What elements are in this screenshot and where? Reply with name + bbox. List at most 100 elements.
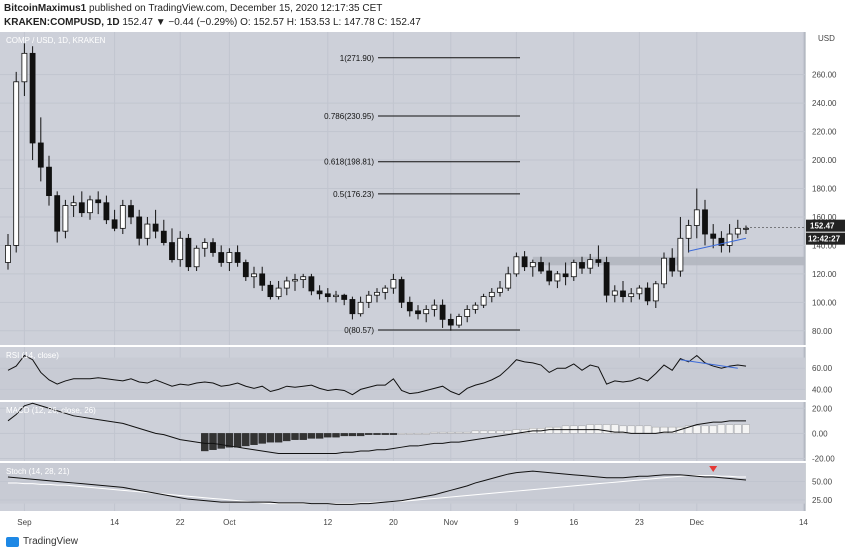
macd-histogram-bar xyxy=(406,433,414,435)
macd-histogram-bar xyxy=(455,431,463,434)
candle xyxy=(611,290,618,296)
author-name[interactable]: BitcoinMaximus1 xyxy=(4,3,87,14)
macd-histogram-bar xyxy=(299,433,307,440)
macd-tick-label: 20.00 xyxy=(812,404,833,413)
macd-histogram-bar xyxy=(701,425,709,434)
macd-histogram-bar xyxy=(684,425,693,434)
macd-histogram-bar xyxy=(381,433,389,435)
macd-histogram-bar xyxy=(201,433,209,452)
symbol-line: KRAKEN:COMPUSD, 1D 152.47 ▼ −0.44 (−0.29… xyxy=(4,17,421,28)
candle xyxy=(488,291,495,298)
macd-histogram-bar xyxy=(233,433,242,448)
time-tick-label: Oct xyxy=(223,518,236,527)
candle xyxy=(669,257,676,272)
macd-histogram-bar xyxy=(266,433,275,443)
candle xyxy=(193,247,200,268)
macd-histogram-bar xyxy=(389,433,398,435)
macd-histogram-bar xyxy=(348,433,357,437)
tradingview-logo-icon xyxy=(6,536,19,547)
price-tick-label: 100.00 xyxy=(812,298,837,307)
candle xyxy=(661,257,667,285)
candle xyxy=(595,259,602,263)
candle xyxy=(513,256,520,275)
candle xyxy=(333,294,339,298)
candle xyxy=(546,270,553,282)
candle xyxy=(300,276,307,280)
macd-histogram-bar xyxy=(496,430,504,434)
symbol-name[interactable]: KRAKEN:COMPUSD, 1D xyxy=(4,17,120,28)
candle xyxy=(456,316,462,326)
macd-histogram-bar xyxy=(717,424,726,434)
macd-histogram-bar xyxy=(365,433,373,435)
rsi-line xyxy=(7,354,747,396)
candle xyxy=(251,273,257,278)
fib-level-label: 1(271.90) xyxy=(340,54,375,63)
stoch-band xyxy=(0,463,805,504)
macd-histogram-bar xyxy=(463,431,471,434)
candle xyxy=(316,290,323,295)
macd-histogram-bar xyxy=(315,433,324,439)
price-tick-label: 200.00 xyxy=(812,156,837,165)
candle xyxy=(46,166,52,197)
candle xyxy=(242,262,249,278)
time-tick-label: Sep xyxy=(17,518,32,527)
candle xyxy=(103,202,110,221)
time-tick-label: 23 xyxy=(635,518,644,527)
candle xyxy=(62,205,69,232)
macd-histogram-bar xyxy=(250,433,258,445)
y-axis-label: USD xyxy=(818,34,835,43)
candle xyxy=(341,294,348,300)
trend-line xyxy=(688,237,747,252)
candle xyxy=(447,318,454,326)
candle xyxy=(743,227,749,230)
candle xyxy=(54,195,61,232)
candle xyxy=(324,293,331,298)
macd-histogram-bar xyxy=(324,433,332,438)
candle xyxy=(357,301,364,315)
candle xyxy=(275,287,282,298)
macd-histogram-bar xyxy=(471,430,480,434)
time-tick-label: Dec xyxy=(690,518,704,527)
macd-histogram-bar xyxy=(553,426,562,434)
chart-canvas[interactable]: COMP / USD, 1D, KRAKEN 1(271.90) 0.786(230… xyxy=(0,32,850,532)
macd-histogram-bar xyxy=(217,433,225,449)
publish-info: published on TradingView.com, December 1… xyxy=(89,3,383,14)
candle xyxy=(415,310,421,315)
stoch-d-line xyxy=(8,475,746,505)
macd-histogram-bar xyxy=(619,425,627,434)
price-axis-bg-1 xyxy=(805,347,850,400)
last-price-label: 152.47 xyxy=(810,222,835,231)
macd-histogram-bar xyxy=(734,424,742,434)
rsi-trend-line xyxy=(680,359,738,369)
macd-histogram-bar xyxy=(652,426,660,434)
tradingview-logo[interactable]: TradingView xyxy=(6,536,78,547)
candle xyxy=(201,242,208,249)
macd-histogram-bar xyxy=(291,433,299,440)
candle xyxy=(554,273,561,282)
time-tick-label: 22 xyxy=(176,518,185,527)
candle xyxy=(152,223,159,232)
price-tick-label: 80.00 xyxy=(812,327,833,336)
candle xyxy=(579,262,585,269)
chart-header: BitcoinMaximus1 published on TradingView… xyxy=(0,0,850,32)
candle xyxy=(529,262,536,268)
candle xyxy=(226,252,233,263)
price-tick-label: 140.00 xyxy=(812,241,837,250)
candle xyxy=(169,242,175,261)
candle xyxy=(398,279,405,303)
candle xyxy=(652,283,659,302)
price-tick-label: 220.00 xyxy=(812,128,837,137)
macd-histogram-bar xyxy=(209,433,217,450)
macd-histogram-bar xyxy=(725,424,734,434)
macd-histogram-bar xyxy=(643,425,652,434)
countdown-label: 12:42:27 xyxy=(808,235,841,244)
candle xyxy=(144,223,151,239)
candle xyxy=(620,290,626,298)
candle xyxy=(119,205,126,229)
candle xyxy=(644,287,651,302)
macd-histogram-bar xyxy=(422,433,430,435)
macd-histogram-bar xyxy=(258,433,266,444)
macd-histogram-bar xyxy=(242,433,250,447)
fib-level-label: 0(80.57) xyxy=(344,326,374,335)
candle xyxy=(13,81,20,246)
